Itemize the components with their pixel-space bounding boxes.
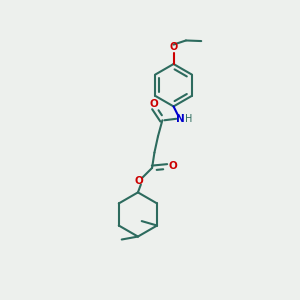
- Text: H: H: [184, 114, 192, 124]
- Text: O: O: [169, 161, 178, 172]
- Text: O: O: [149, 99, 158, 109]
- Text: N: N: [176, 114, 184, 124]
- Text: O: O: [134, 176, 143, 186]
- Text: O: O: [169, 42, 178, 52]
